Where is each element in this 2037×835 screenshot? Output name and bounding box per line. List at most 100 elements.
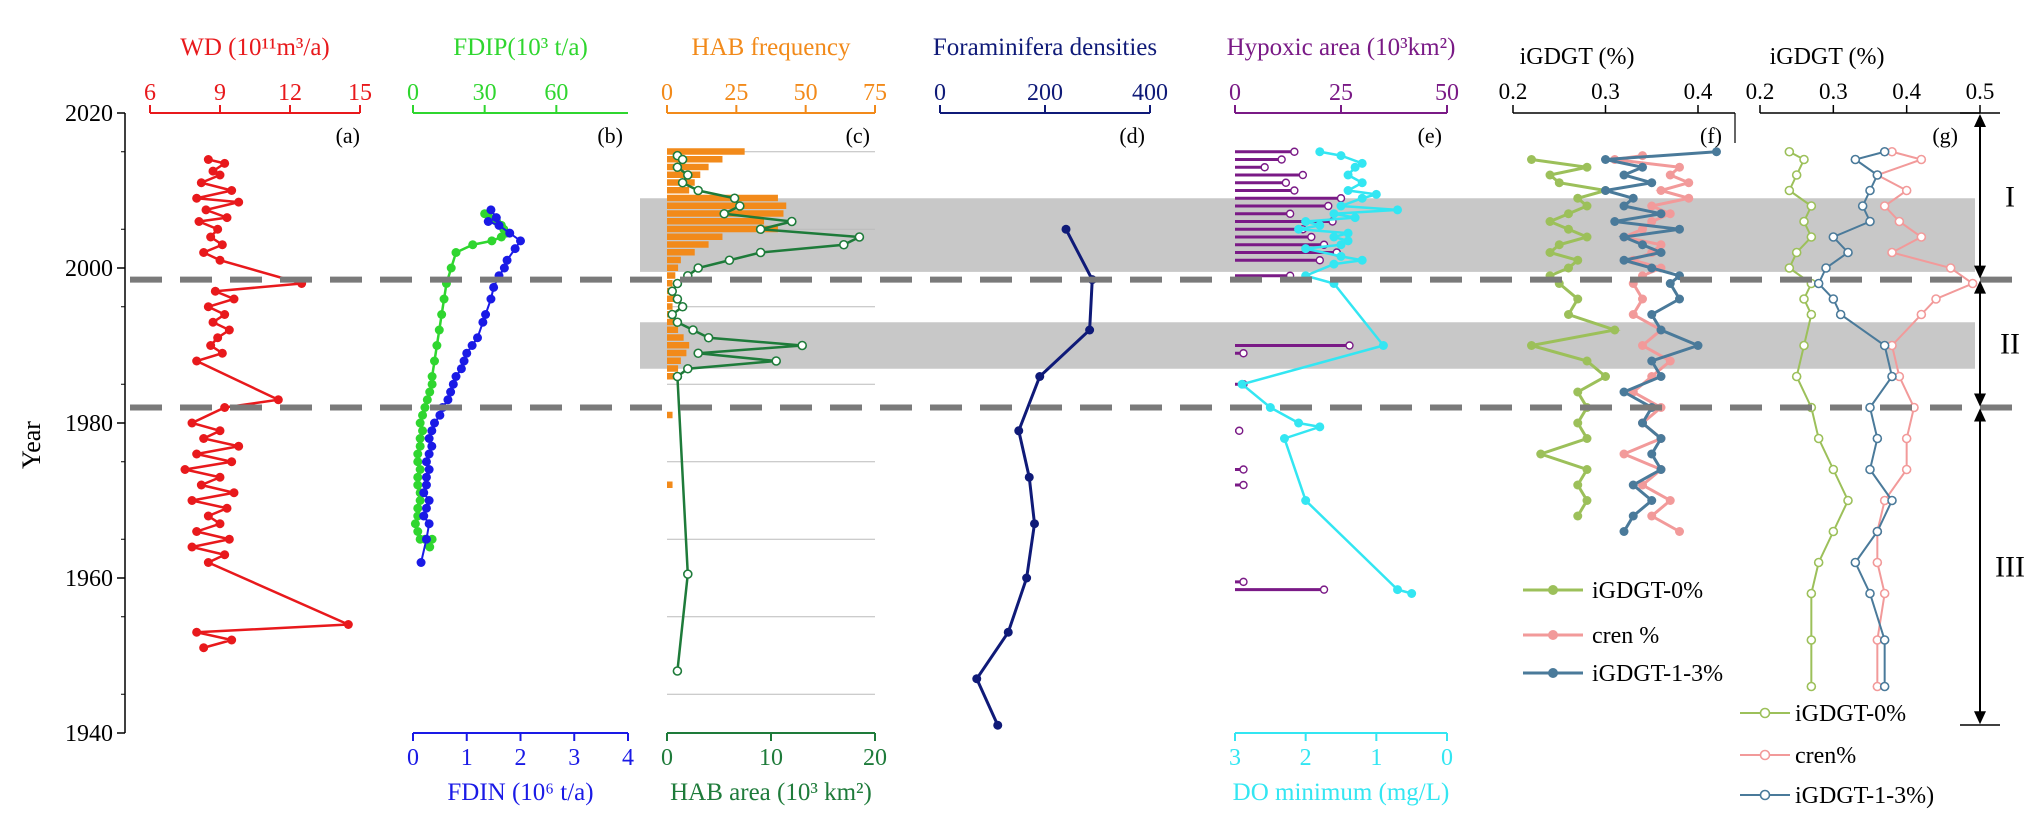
ig0-point	[1582, 356, 1592, 366]
fdin-point	[424, 519, 434, 529]
fdin-tick-label: 1	[461, 745, 473, 771]
ig13-point	[1850, 557, 1861, 568]
wd-point	[222, 213, 232, 223]
fdip-point	[451, 248, 461, 257]
wd-point	[213, 224, 223, 234]
hab-area-point	[677, 301, 688, 312]
hab-frequency-bar	[667, 272, 676, 279]
wd-point	[187, 496, 197, 505]
fdip-point	[432, 341, 442, 350]
foram-point	[1061, 224, 1071, 234]
hab-area-line	[670, 154, 865, 672]
wd-point	[187, 418, 197, 428]
fdin-point	[491, 213, 501, 223]
hab-frequency-bar	[667, 303, 673, 310]
legend-swatch-point	[1759, 707, 1771, 719]
cren-point	[1665, 356, 1675, 366]
hypoxic-tick-label: 25	[1329, 80, 1353, 106]
fdin-point	[486, 294, 496, 304]
fdip-point	[413, 480, 423, 490]
ig0-point	[1554, 240, 1564, 250]
hypoxic-axis-label: Hypoxic area (10³km²)	[1227, 34, 1456, 61]
hab-frequency-bar	[667, 373, 676, 380]
ig13-point	[1628, 480, 1638, 490]
wd-point	[203, 511, 213, 521]
hab-area-point	[786, 216, 797, 227]
cren-point	[1628, 310, 1638, 319]
fdin-point	[419, 488, 429, 498]
boundary-dashed-lines	[130, 276, 2030, 411]
cren-point	[1665, 170, 1675, 180]
cren-point	[1916, 309, 1927, 320]
wd-point	[217, 348, 227, 358]
fdin-point	[494, 220, 504, 230]
fdin-point	[427, 426, 437, 436]
ig0-point	[1573, 480, 1583, 490]
fdin-axis-label: FDIN (10⁶ t/a)	[447, 779, 593, 806]
ig13-point	[1638, 418, 1647, 428]
fdin-point	[424, 434, 434, 443]
hab-area-point	[838, 239, 849, 250]
wd-point	[196, 480, 206, 490]
zone-label: III	[1995, 550, 2025, 583]
hypoxic-area-point	[1260, 163, 1269, 172]
fdip-point	[437, 310, 447, 319]
ig13-point	[1828, 232, 1839, 242]
fdin-point	[499, 263, 509, 273]
panel-label: (g)	[1932, 123, 1958, 148]
hab-area-point	[729, 193, 740, 204]
wd-point	[227, 635, 237, 645]
ig13-point	[1601, 155, 1610, 164]
ig13-point	[1619, 255, 1629, 265]
arrow-head-icon	[1974, 393, 1986, 407]
ig0-point	[1536, 449, 1546, 459]
wd-point	[217, 240, 227, 250]
foram-point	[1014, 426, 1024, 436]
cren-point	[1619, 449, 1629, 459]
cren-point	[1647, 217, 1657, 226]
fdin-point	[473, 333, 482, 343]
ig13-point	[1665, 279, 1675, 288]
wd-point	[196, 178, 206, 188]
wd-point	[194, 217, 204, 226]
cren-point	[1931, 294, 1941, 304]
hypoxic-area-point	[1345, 341, 1354, 350]
fdin-point	[486, 205, 496, 215]
ig13-point	[1675, 294, 1684, 304]
fdip-axis-label: FDIP(10³ t/a)	[453, 34, 588, 61]
wd-point	[201, 205, 211, 215]
arrow-head-icon	[1974, 265, 1986, 279]
hab-area-point	[693, 185, 704, 196]
ig13-point	[1656, 434, 1666, 443]
wd-point	[227, 457, 237, 467]
fdip-point	[427, 372, 437, 381]
fdin-point	[505, 228, 515, 238]
wd-point	[220, 310, 230, 319]
ig0-point	[1573, 511, 1583, 521]
ig0-point	[1784, 185, 1795, 196]
wd-point	[224, 325, 234, 335]
fdip-point	[415, 496, 425, 505]
fdin-point	[430, 418, 439, 428]
ig0-point	[1806, 681, 1817, 692]
fdip-point	[496, 232, 506, 242]
hypoxic-area-point	[1319, 585, 1329, 594]
ig13-point	[1887, 371, 1897, 382]
wd-point	[199, 643, 209, 653]
do-point	[1343, 186, 1353, 195]
hab-frequency-bar	[667, 249, 695, 256]
fdip-point	[418, 410, 428, 420]
fdip-point	[415, 465, 425, 474]
fdin-point	[421, 472, 431, 482]
hypoxic-area-point	[1235, 426, 1244, 435]
panel-label: (b)	[597, 123, 623, 148]
ig0-point	[1527, 155, 1536, 164]
ig13-point	[1656, 465, 1666, 474]
ig13-point	[1647, 263, 1657, 273]
hab-area-point	[672, 371, 683, 382]
ig0-point	[1545, 217, 1555, 226]
wd-point	[215, 426, 225, 436]
igdgt-tick-label: 0.4	[1684, 79, 1713, 104]
do-point	[1329, 209, 1339, 219]
do-point	[1329, 232, 1339, 242]
